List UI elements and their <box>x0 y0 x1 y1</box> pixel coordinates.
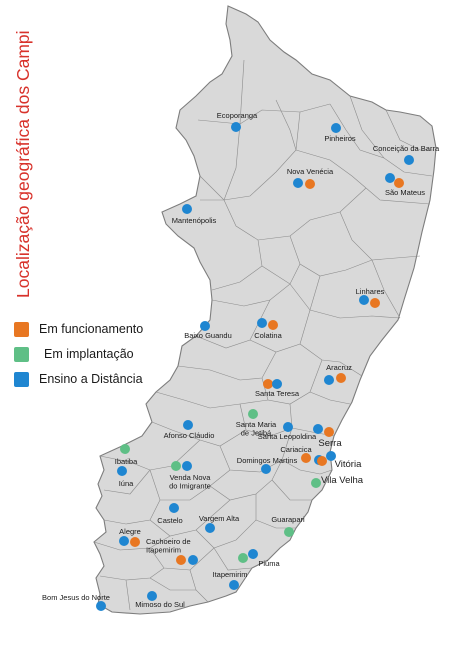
legend-item-distancia: Ensino a Distância <box>14 371 204 389</box>
city-label-baixo-guandu: Baixo Guandu <box>184 331 232 340</box>
city-label-iuna: Iúna <box>119 479 134 488</box>
city-label-santa-leopoldina: Santa Leopoldina <box>258 432 317 441</box>
campus-dot-pinheiros-distancia <box>331 123 341 133</box>
campus-dot-serra-funcionamento <box>324 427 334 437</box>
city-label-vargem-alta: Vargem Alta <box>199 514 240 523</box>
campus-dot-sao-mateus-distancia <box>385 173 395 183</box>
city-label-itapemirim: Itapemirim <box>212 570 247 579</box>
city-label-vitoria: Vitória <box>335 459 362 470</box>
legend-item-funcionamento: Em funcionamento <box>14 321 204 339</box>
campus-dot-sao-mateus-funcionamento <box>394 178 404 188</box>
city-label-linhares: Linhares <box>356 287 385 296</box>
campus-dot-itapemirim-distancia <box>229 580 239 590</box>
campus-dot-domingos-martins-distancia <box>261 464 271 474</box>
legend-item-implantacao: Em implantação <box>14 346 204 364</box>
campus-dot-piuma-distancia <box>248 549 258 559</box>
campus-dot-santa-leopoldina-distancia <box>283 422 293 432</box>
campus-dot-linhares-funcionamento <box>370 298 380 308</box>
campus-dot-santa-maria-de-jetiba-implantacao <box>248 409 258 419</box>
campus-dot-piuma-implantacao <box>238 553 248 563</box>
campus-markers <box>96 122 414 611</box>
campus-dot-ibatiba-implantacao <box>120 444 130 454</box>
campus-dot-iuna-distancia <box>117 466 127 476</box>
city-label-serra: Serra <box>318 438 342 449</box>
campus-dot-venda-nova-do-imigrante-implantacao <box>171 461 181 471</box>
campus-dot-vitoria-distancia <box>326 451 336 461</box>
city-labels: Ecoporanga Pinheiros Conceição da Barra Nov… <box>42 111 440 609</box>
city-label-santa-teresa: Santa Teresa <box>255 389 300 398</box>
campus-dot-alegre-funcionamento <box>130 537 140 547</box>
city-label-castelo: Castelo <box>157 516 182 525</box>
campus-dot-aracruz-funcionamento <box>336 373 346 383</box>
campus-dot-conceicao-da-barra-distancia <box>404 155 414 165</box>
campus-dot-aracruz-distancia <box>324 375 334 385</box>
city-label-cariacica: Cariacica <box>280 445 312 454</box>
city-label-bom-jesus-do-norte: Bom Jesus do Norte <box>42 593 110 602</box>
campus-dot-cachoeiro-de-itapemirim-funcionamento <box>176 555 186 565</box>
city-label-sao-mateus: São Mateus <box>385 188 425 197</box>
campus-dot-venda-nova-do-imigrante-distancia <box>182 461 192 471</box>
city-label-venda-nova-do-imigrante: Venda Nova do Imigrante <box>169 473 211 491</box>
city-label-ecoporanga: Ecoporanga <box>217 111 258 120</box>
campus-dot-guarapari-implantacao <box>284 527 294 537</box>
campus-dot-nova-venecia-distancia <box>293 178 303 188</box>
legend-swatch-funcionamento <box>14 322 29 337</box>
legend-label-funcionamento: Em funcionamento <box>39 322 144 336</box>
campus-dot-colatina-distancia <box>257 318 267 328</box>
legend-swatch-distancia <box>14 372 29 387</box>
campus-dot-santa-teresa-funcionamento <box>263 379 273 389</box>
campus-dot-vitoria-funcionamento <box>317 456 327 466</box>
state-outline <box>93 5 437 615</box>
campus-dot-linhares-distancia <box>359 295 369 305</box>
city-label-domingos-martins: Domingos Martins <box>237 456 298 465</box>
campus-dot-vila-velha-implantacao <box>311 478 321 488</box>
campus-dot-bom-jesus-do-norte-distancia <box>96 601 106 611</box>
campus-dot-vargem-alta-distancia <box>205 523 215 533</box>
city-label-mantenopolis: Mantenópolis <box>172 216 217 225</box>
city-label-ibatiba: Ibatiba <box>115 457 138 466</box>
city-label-cachoeiro-de-itapemirim: Cachoeiro de Itapemirim <box>146 537 191 555</box>
campus-dot-ecoporanga-distancia <box>231 122 241 132</box>
city-label-alegre: Alegre <box>119 527 141 536</box>
city-label-colatina: Colatina <box>254 331 282 340</box>
campus-dot-cachoeiro-de-itapemirim-distancia <box>188 555 198 565</box>
city-label-afonso-claudio: Afonso Cláudio <box>164 431 215 440</box>
city-label-aracruz: Aracruz <box>326 363 352 372</box>
city-label-conceicao-da-barra: Conceição da Barra <box>373 144 440 153</box>
city-label-nova-venecia: Nova Venécia <box>287 167 334 176</box>
legend-swatch-implantacao <box>14 347 29 362</box>
campus-dot-nova-venecia-funcionamento <box>305 179 315 189</box>
legend-label-distancia: Ensino a Distância <box>39 372 143 386</box>
campus-dot-serra-distancia <box>313 424 323 434</box>
campus-dot-colatina-funcionamento <box>268 320 278 330</box>
legend-label-implantacao: Em implantação <box>44 347 134 361</box>
campus-dot-castelo-distancia <box>169 503 179 513</box>
city-label-mimoso-do-sul: Mimoso do Sul <box>135 600 185 609</box>
campus-dot-cariacica-funcionamento <box>301 453 311 463</box>
campus-dot-alegre-distancia <box>119 536 129 546</box>
city-label-vila-velha: Vila Velha <box>321 475 364 486</box>
campus-dot-mimoso-do-sul-distancia <box>147 591 157 601</box>
campus-dot-baixo-guandu-distancia <box>200 321 210 331</box>
city-label-guarapari: Guarapari <box>271 515 305 524</box>
city-label-pinheiros: Pinheiros <box>324 134 356 143</box>
city-label-piuma: Piúma <box>258 559 280 568</box>
city-label-santa-maria-de-jetiba: Santa Maria de Jetibá <box>236 420 277 438</box>
campus-dot-mantenopolis-distancia <box>182 204 192 214</box>
campus-dot-santa-teresa-distancia <box>272 379 282 389</box>
campus-dot-afonso-claudio-distancia <box>183 420 193 430</box>
